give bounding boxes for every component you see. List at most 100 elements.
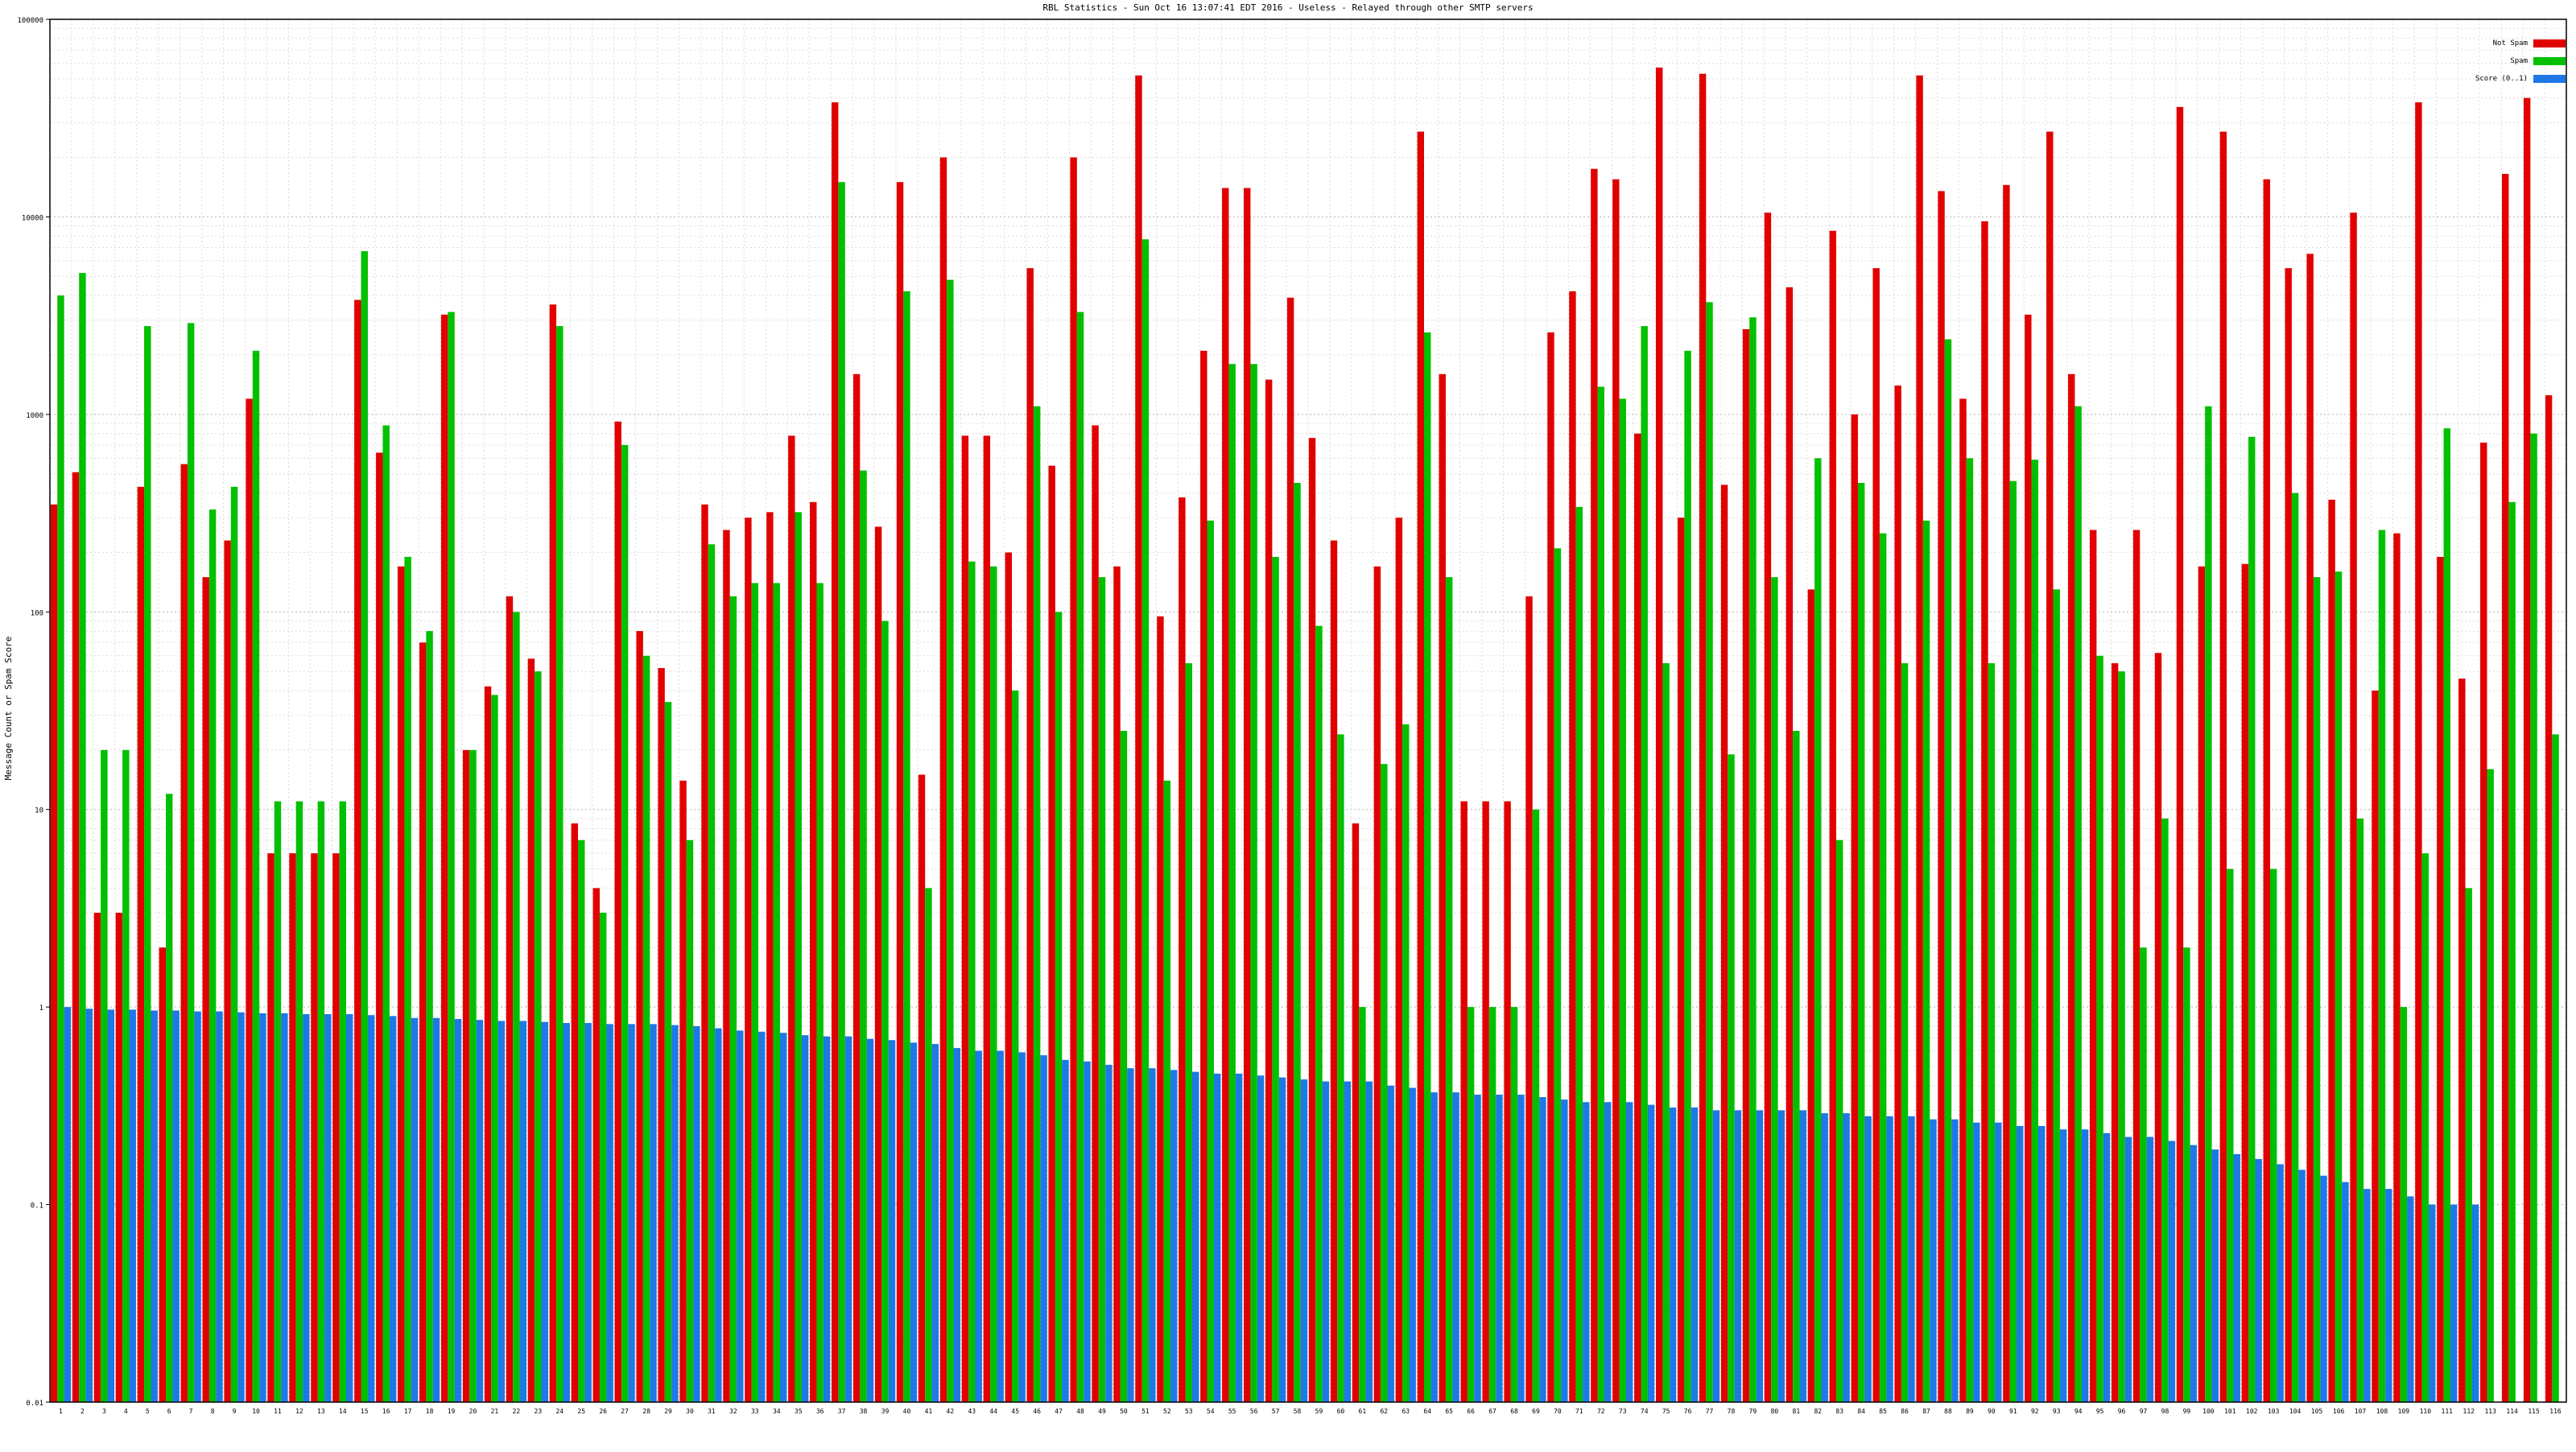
bar-not-spam — [1504, 801, 1511, 1402]
bar-score — [1365, 1081, 1373, 1402]
x-tick-label: 40 — [903, 1408, 911, 1415]
bar-not-spam — [180, 464, 188, 1403]
bar-spam — [1944, 339, 1952, 1402]
x-tick-label: 30 — [686, 1408, 694, 1415]
x-tick-label: 101 — [2224, 1408, 2236, 1415]
bar-score — [1084, 1061, 1091, 1402]
x-tick-label: 105 — [2311, 1408, 2323, 1415]
bar-not-spam — [267, 853, 275, 1402]
bar-score — [1843, 1113, 1850, 1402]
bar-score — [1040, 1055, 1047, 1402]
x-tick-label: 72 — [1597, 1408, 1605, 1415]
bars-group — [50, 67, 2559, 1403]
bar-score — [1864, 1116, 1872, 1402]
bar-not-spam — [831, 102, 839, 1403]
bar-not-spam — [398, 566, 405, 1402]
x-tick-label: 109 — [2398, 1408, 2410, 1415]
x-tick-label: 82 — [1814, 1408, 1822, 1415]
bar-score — [129, 1009, 136, 1402]
bar-not-spam — [2545, 395, 2553, 1403]
bar-not-spam — [1482, 801, 1489, 1402]
bar-not-spam — [2263, 179, 2270, 1403]
x-tick-label: 55 — [1228, 1408, 1236, 1415]
bar-spam — [230, 486, 238, 1402]
bar-score — [303, 1014, 310, 1402]
bar-spam — [208, 509, 217, 1402]
bar-spam — [1532, 809, 1540, 1402]
x-tick-label: 14 — [339, 1408, 347, 1415]
bar-score — [2363, 1189, 2371, 1402]
x-tick-label: 42 — [947, 1408, 955, 1415]
x-tick-label: 113 — [2484, 1408, 2496, 1415]
bar-score — [1300, 1079, 1308, 1402]
y-tick-labels: 0.01 0.1 1 10 100 1000 10000 100000 — [17, 17, 43, 1408]
y-tick-label: 1000 — [26, 412, 43, 420]
bar-spam — [469, 749, 477, 1402]
bar-not-spam — [1352, 823, 1360, 1402]
x-tick-label: 75 — [1662, 1408, 1670, 1415]
bar-not-spam — [527, 658, 535, 1402]
bar-not-spam — [1026, 268, 1034, 1402]
x-tick-label: 32 — [729, 1408, 737, 1415]
x-tick-label: 23 — [535, 1408, 543, 1415]
bar-spam — [1337, 734, 1344, 1402]
bar-score — [1322, 1081, 1330, 1402]
bar-not-spam — [636, 631, 643, 1402]
bar-score — [888, 1040, 896, 1402]
bar-spam — [122, 749, 130, 1402]
x-tick-label: 73 — [1619, 1408, 1627, 1415]
bar-not-spam — [224, 540, 231, 1403]
legend-label-spam: Spam — [2510, 57, 2528, 65]
bar-spam — [1901, 663, 1909, 1402]
bar-spam — [2508, 501, 2516, 1402]
bar-not-spam — [852, 373, 861, 1402]
bar-score — [1690, 1107, 1699, 1402]
bar-spam — [1381, 764, 1388, 1402]
bar-score — [1127, 1068, 1134, 1402]
bar-not-spam — [419, 642, 427, 1402]
x-tick-label: 45 — [1011, 1408, 1019, 1415]
bar-spam — [751, 583, 759, 1402]
bar-not-spam — [1785, 287, 1794, 1402]
bar-score — [563, 1023, 570, 1402]
x-tick-label: 34 — [773, 1408, 781, 1415]
bar-spam — [1098, 577, 1106, 1402]
bar-spam — [2552, 734, 2559, 1402]
x-tick-label: 85 — [1879, 1408, 1887, 1415]
bar-spam — [1922, 520, 1930, 1402]
bar-score — [737, 1030, 744, 1402]
bar-spam — [947, 279, 954, 1402]
bar-spam — [816, 583, 824, 1402]
y-tick-label: 0.01 — [26, 1400, 43, 1408]
bar-spam — [2074, 406, 2082, 1402]
x-tick-label: 114 — [2506, 1408, 2518, 1415]
bar-spam — [2009, 481, 2017, 1402]
bar-spam — [1597, 386, 1605, 1402]
bar-spam — [1728, 754, 1735, 1402]
y-tick-label: 1 — [39, 1004, 43, 1013]
bar-not-spam — [1591, 168, 1598, 1403]
bar-spam — [686, 839, 694, 1402]
bar-not-spam — [2415, 102, 2422, 1403]
bar-not-spam — [2089, 530, 2097, 1402]
bar-spam — [57, 295, 64, 1402]
bar-score — [2450, 1204, 2458, 1402]
chart-title: RBL Statistics - Sun Oct 16 13:07:41 EDT… — [1042, 2, 1533, 13]
x-tick-label: 28 — [642, 1408, 650, 1415]
bar-spam — [361, 251, 368, 1403]
bar-spam — [708, 544, 716, 1403]
bar-score — [1777, 1110, 1785, 1402]
bar-not-spam — [1656, 67, 1663, 1402]
bar-spam — [903, 291, 910, 1403]
bar-not-spam — [1851, 414, 1858, 1402]
x-tick-label: 96 — [2118, 1408, 2126, 1415]
y-tick-label: 10 — [35, 807, 43, 815]
bar-not-spam — [1048, 465, 1055, 1402]
x-tick-label: 46 — [1033, 1408, 1041, 1415]
bar-spam — [2334, 571, 2343, 1402]
bar-spam — [295, 801, 303, 1402]
bar-not-spam — [1243, 188, 1251, 1402]
x-tick-label: 57 — [1272, 1408, 1280, 1415]
x-tick-label: 107 — [2355, 1408, 2367, 1415]
x-tick-labels: 1 2 3 4 5 6 7 8 9 10 11 12 13 14 15 16 17 18 19 20 21 22 23 24 2… — [59, 1408, 2562, 1415]
